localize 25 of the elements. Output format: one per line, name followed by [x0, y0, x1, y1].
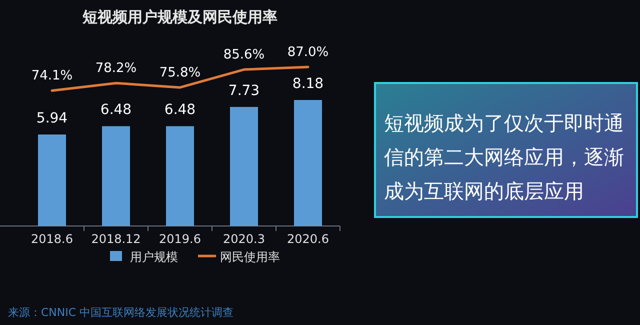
data-label: 85.6%	[223, 48, 265, 63]
x-tick-label: 2018.12	[91, 232, 141, 246]
data-label: 8.18	[292, 76, 324, 92]
source-note: 来源：CNNIC 中国互联网络发展状况统计调查	[8, 306, 234, 319]
text: 短视频成为了仅次于即时通信的第二大网络应用，逐渐成为互联网的底层应用	[384, 111, 624, 203]
bar	[166, 126, 194, 226]
x-tick-label: 2018.6	[31, 232, 73, 246]
data-label: 6.48	[164, 102, 196, 118]
x-tick-label: 2019.6	[159, 232, 201, 246]
data-label: 78.2%	[95, 61, 137, 76]
data-label: 87.0%	[287, 45, 329, 60]
data-label: 5.94	[36, 110, 68, 127]
data-label: 6.48	[100, 102, 132, 118]
legend-label: 网民使用率	[220, 250, 280, 264]
legend-label: 用户规模	[130, 250, 178, 264]
x-tick-label: 2020.6	[287, 232, 329, 246]
bar	[294, 100, 322, 226]
x-tick-label: 2020.3	[223, 232, 265, 246]
bar	[102, 126, 130, 226]
chart-title: 短视频用户规模及网民使用率	[82, 8, 278, 26]
bar	[230, 106, 258, 226]
data-label: 74.1%	[31, 68, 73, 84]
data-label: 75.8%	[159, 65, 201, 80]
bar	[38, 134, 66, 226]
data-label: 7.73	[228, 82, 260, 99]
